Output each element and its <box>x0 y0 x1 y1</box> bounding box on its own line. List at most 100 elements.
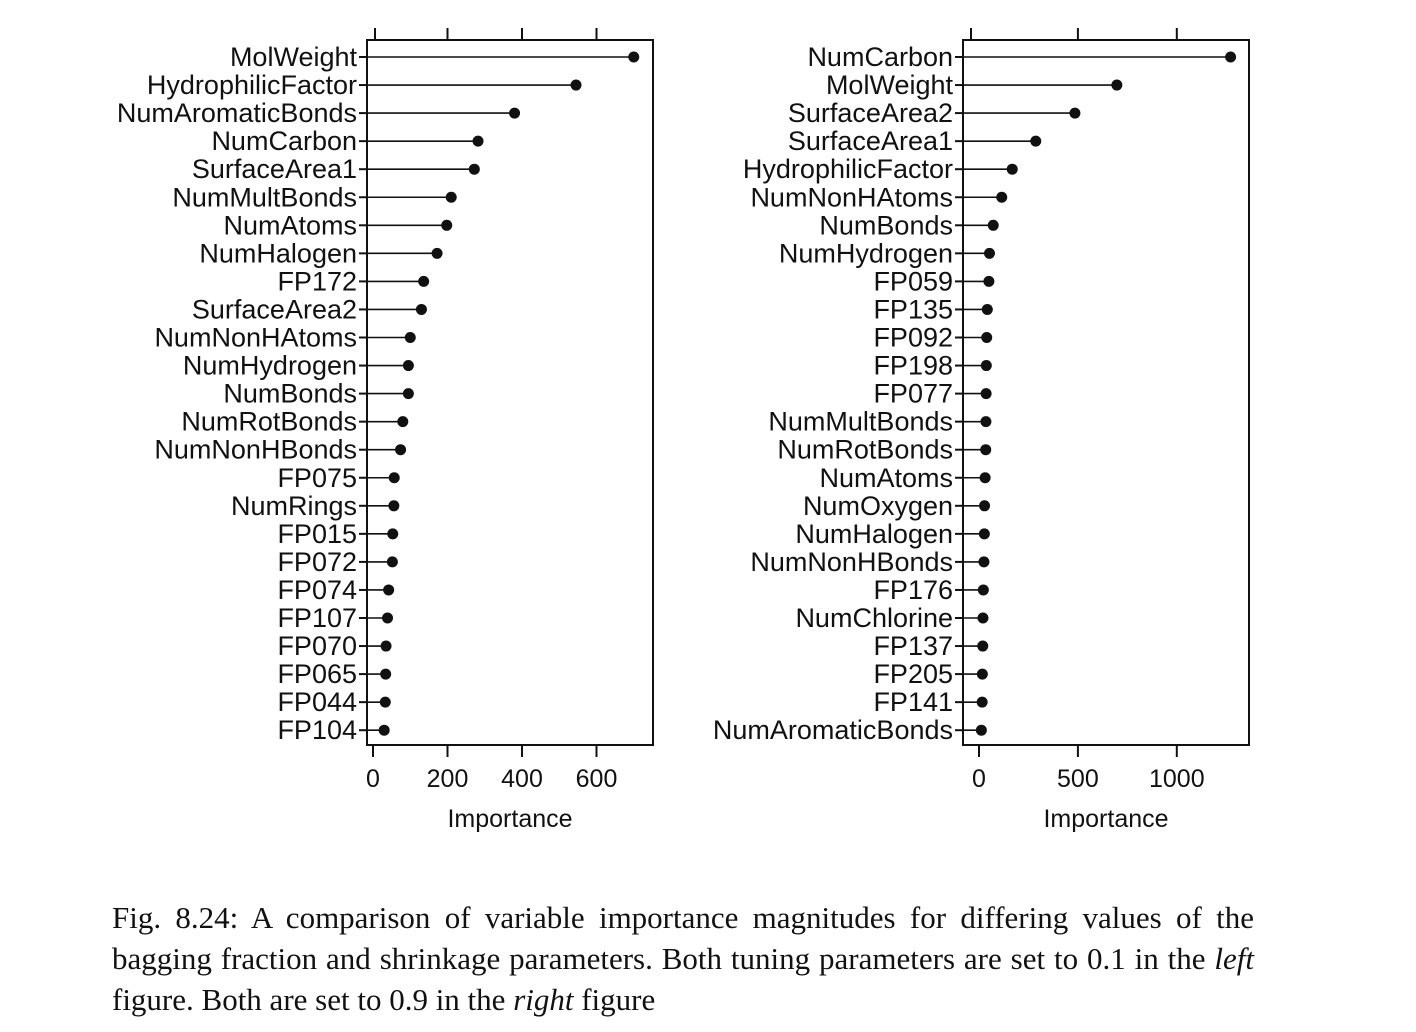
importance-point <box>397 416 409 428</box>
importance-point <box>981 332 993 343</box>
category-label: SurfaceArea1 <box>192 154 357 184</box>
importance-point <box>980 444 992 456</box>
x-tick-label: 600 <box>576 765 618 793</box>
category-label: NumRings <box>231 491 357 521</box>
category-label: FP070 <box>277 631 357 661</box>
category-label: NumCarbon <box>807 42 953 72</box>
plot-frame <box>366 39 654 746</box>
importance-point <box>977 584 989 596</box>
importance-point <box>977 640 989 652</box>
category-label: NumHydrogen <box>183 351 357 381</box>
category-label: NumRotBonds <box>181 407 357 437</box>
category-label: NumMultBonds <box>768 407 953 437</box>
category-label: HydrophilicFactor <box>147 70 357 100</box>
importance-point <box>987 219 999 231</box>
importance-point <box>570 79 582 91</box>
importance-point <box>978 556 990 568</box>
plot-frame <box>962 39 1250 746</box>
category-label: NumHalogen <box>795 519 953 549</box>
category-label: MolWeight <box>230 42 358 72</box>
importance-point <box>980 416 992 428</box>
category-label: NumBonds <box>819 210 953 240</box>
category-label: FP065 <box>277 659 357 689</box>
x-tick-label: 1000 <box>1149 765 1205 793</box>
category-label: NumChlorine <box>795 603 953 633</box>
importance-point <box>981 303 993 315</box>
category-label: NumCarbon <box>211 126 357 156</box>
dot-charts: 0 200 400 600ImportanceMolWeightHydrophilic… <box>117 28 1250 833</box>
importance-point <box>509 107 521 119</box>
importance-point <box>387 528 399 540</box>
category-label: FP059 <box>873 266 953 296</box>
importance-point <box>395 444 407 456</box>
category-label: HydrophilicFactor <box>743 154 953 184</box>
category-label: FP172 <box>277 266 357 296</box>
importance-point <box>628 51 640 63</box>
category-label: FP176 <box>873 575 953 605</box>
category-label: NumNonHBonds <box>750 547 953 577</box>
importance-point <box>1030 135 1042 147</box>
category-label: NumAromaticBonds <box>117 98 357 128</box>
category-label: FP104 <box>277 715 357 745</box>
category-label: NumNonHAtoms <box>154 323 357 353</box>
x-tick-label: 0 <box>972 765 986 793</box>
importance-point <box>382 612 394 624</box>
category-label: FP135 <box>873 294 953 324</box>
category-label: NumBonds <box>223 379 357 409</box>
importance-point <box>975 724 987 736</box>
x-tick-label: 500 <box>1057 765 1099 793</box>
importance-point <box>983 275 995 287</box>
category-label: FP074 <box>277 575 357 605</box>
category-label: FP072 <box>277 547 357 577</box>
category-label: FP077 <box>873 379 953 409</box>
importance-point <box>976 696 988 708</box>
importance-point <box>979 472 991 484</box>
x-tick-label: 200 <box>427 765 469 793</box>
category-label: SurfaceArea2 <box>192 294 357 324</box>
importance-point <box>1006 163 1018 175</box>
category-label: FP205 <box>873 659 953 689</box>
caption-suffix: figure <box>573 982 656 1017</box>
importance-point <box>976 668 988 680</box>
category-label: SurfaceArea1 <box>788 126 953 156</box>
category-label: FP141 <box>873 687 953 717</box>
importance-point <box>980 388 992 400</box>
category-label: NumRotBonds <box>777 435 953 465</box>
importance-point <box>983 247 995 259</box>
category-label: FP107 <box>277 603 357 633</box>
caption-right-word: right <box>513 982 574 1017</box>
importance-point <box>418 275 430 287</box>
category-label: FP198 <box>873 351 953 381</box>
category-label: FP137 <box>873 631 953 661</box>
importance-point <box>386 556 398 568</box>
importance-point <box>379 696 391 708</box>
category-label: FP015 <box>277 519 357 549</box>
caption-left-word: left <box>1214 941 1254 976</box>
category-label: NumNonHAtoms <box>750 182 953 212</box>
importance-point <box>388 500 400 512</box>
caption-prefix: Fig. 8.24: A comparison of variable impo… <box>112 900 1254 976</box>
importance-point <box>978 528 990 540</box>
importance-point <box>979 500 991 512</box>
category-label: NumMultBonds <box>172 182 357 212</box>
category-label: NumAtoms <box>819 463 953 493</box>
x-axis-label: Importance <box>1043 805 1168 833</box>
category-label: MolWeight <box>826 70 954 100</box>
category-label: FP044 <box>277 687 357 717</box>
category-label: FP075 <box>277 463 357 493</box>
x-axis-label: Importance <box>447 805 572 833</box>
importance-point <box>402 360 414 372</box>
category-label: NumAromaticBonds <box>713 715 953 745</box>
importance-point <box>472 135 484 147</box>
importance-point <box>1069 107 1081 119</box>
importance-point <box>383 584 395 596</box>
figure-caption: Fig. 8.24: A comparison of variable impo… <box>112 897 1254 1020</box>
category-label: NumOxygen <box>803 491 953 521</box>
importance-point <box>977 612 989 624</box>
importance-point <box>402 388 414 400</box>
caption-middle: figure. Both are set to 0.9 in the <box>112 982 514 1017</box>
importance-point <box>431 247 443 259</box>
category-label: NumNonHBonds <box>154 435 357 465</box>
